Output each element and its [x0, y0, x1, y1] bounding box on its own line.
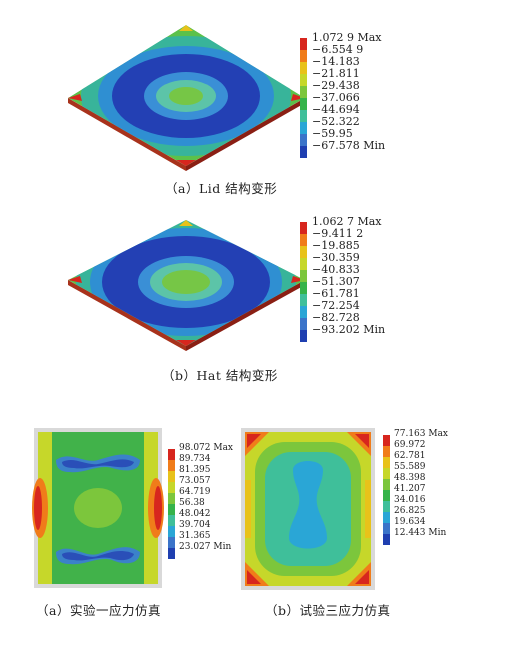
legend-label: −59.95 — [312, 127, 353, 140]
legend-label: 1.062 7 Max — [312, 215, 382, 228]
caption-d: （b）试验三应力仿真 — [265, 603, 391, 618]
legend-label: −40.833 — [312, 263, 360, 276]
legend-label: −51.307 — [312, 275, 360, 288]
legend-label: 77.163 Max — [394, 429, 449, 439]
experiment-three-stress-panel: 77.163 Max 69.972 62.781 55.589 48.398 4… — [235, 420, 531, 630]
legend-label: −52.322 — [312, 115, 360, 128]
legend-label: −6.554 9 — [312, 43, 364, 56]
hat-legend: 1.062 7 Max −9.411 2 −19.885 −30.359 −40… — [300, 216, 410, 342]
caption-a: （a）Lid 结构变形 — [165, 181, 278, 196]
legend-label: 23.027 Min — [179, 542, 232, 552]
caption-b: （b）Hat 结构变形 — [162, 368, 278, 383]
legend-label: 81.395 — [179, 465, 211, 475]
experiment-one-legend: 98.072 Max 89.734 81.395 73.057 64.719 5… — [168, 444, 263, 569]
lid-deformation-panel: 1.072 9 Max −6.554 9 −14.183 −21.811 −29… — [0, 0, 531, 200]
legend-label: 69.972 — [394, 440, 426, 450]
experiment-three-stress-plot — [241, 428, 375, 590]
legend-label: −21.811 — [312, 67, 360, 80]
legend-label: 12.443 Min — [394, 528, 447, 538]
legend-label: 41.207 — [394, 484, 426, 494]
legend-label: −61.781 — [312, 287, 360, 300]
legend-label: 73.057 — [179, 476, 211, 486]
experiment-one-stress-panel: 98.072 Max 89.734 81.395 73.057 64.719 5… — [0, 420, 265, 630]
legend-label: 31.365 — [179, 531, 211, 541]
legend-label: 34.016 — [394, 495, 426, 505]
legend-label: 19.634 — [394, 517, 426, 527]
legend-label: 1.072 9 Max — [312, 31, 382, 44]
lid-deformation-plot — [68, 25, 305, 171]
legend-label: 55.589 — [394, 462, 426, 472]
hat-deformation-plot — [68, 220, 305, 351]
legend-label: −93.202 Min — [312, 323, 386, 336]
legend-label: −14.183 — [312, 55, 360, 68]
legend-label: −82.728 — [312, 311, 360, 324]
legend-label: 89.734 — [179, 454, 211, 464]
legend-label: −44.694 — [312, 103, 360, 116]
caption-c: （a）实验一应力仿真 — [36, 603, 161, 618]
legend-label: 48.042 — [179, 509, 211, 519]
legend-label: 48.398 — [394, 473, 426, 483]
legend-label: −29.438 — [312, 79, 360, 92]
legend-label: −9.411 2 — [312, 227, 364, 240]
legend-label: 64.719 — [179, 487, 211, 497]
legend-label: −67.578 Min — [312, 139, 386, 152]
experiment-three-legend: 77.163 Max 69.972 62.781 55.589 48.398 4… — [383, 430, 483, 555]
legend-label: 26.825 — [394, 506, 426, 516]
legend-label: 62.781 — [394, 451, 426, 461]
legend-label: 56.38 — [179, 498, 205, 508]
legend-label: −37.066 — [312, 91, 360, 104]
experiment-one-stress-plot — [32, 428, 164, 588]
legend-label: −19.885 — [312, 239, 360, 252]
hat-deformation-panel: 1.062 7 Max −9.411 2 −19.885 −30.359 −40… — [0, 200, 531, 390]
legend-label: −30.359 — [312, 251, 360, 264]
legend-label: 39.704 — [179, 520, 211, 530]
lid-legend: 1.072 9 Max −6.554 9 −14.183 −21.811 −29… — [300, 32, 410, 158]
legend-label: −72.254 — [312, 299, 360, 312]
legend-label: 98.072 Max — [179, 443, 234, 453]
